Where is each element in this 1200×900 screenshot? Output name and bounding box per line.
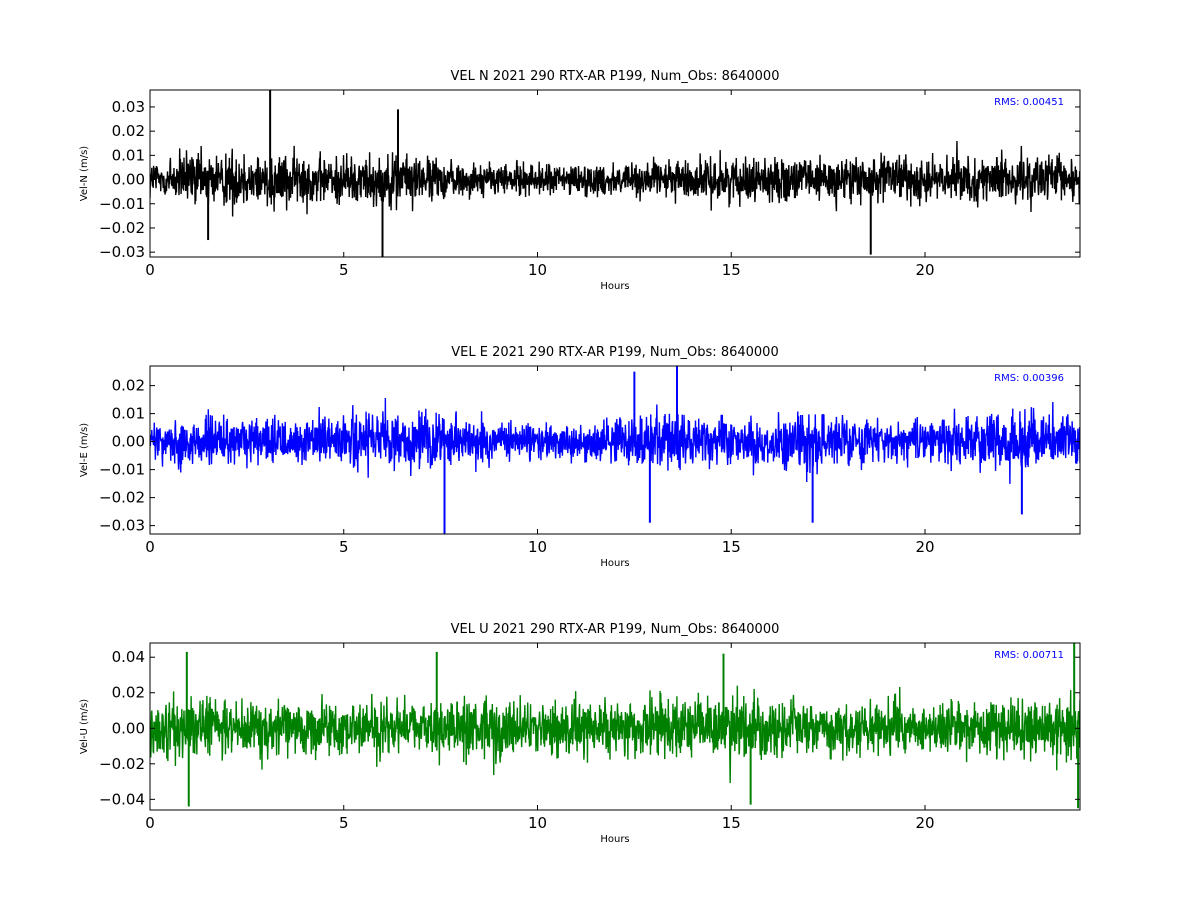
x-tick-label: 10 <box>528 261 547 279</box>
rms-annotation: RMS: 0.00711 <box>994 650 1064 661</box>
y-tick-label: 0.02 <box>112 684 145 702</box>
x-axis-label: Hours <box>600 834 629 845</box>
y-axis-label: Vel-N (m/s) <box>79 146 90 201</box>
y-tick-label: 0.01 <box>112 405 145 423</box>
chart-title: VEL E 2021 290 RTX-AR P199, Num_Obs: 864… <box>451 345 778 360</box>
panel-vel-u: 0 5 10 15 20 −0.04 −0.02 0.00 0.02 0.04 VEL U 2021… <box>79 622 1081 845</box>
y-axis-label: Vel-U (m/s) <box>79 699 90 754</box>
y-tick-label: −0.01 <box>99 195 145 213</box>
y-tick-label: −0.03 <box>99 517 145 535</box>
x-tick-label: 15 <box>722 814 741 832</box>
y-tick-label: −0.02 <box>99 489 145 507</box>
y-tick-label: −0.04 <box>99 790 145 808</box>
y-axis-label: Vel-E (m/s) <box>79 423 90 477</box>
x-tick-label: 0 <box>145 814 155 832</box>
x-tick-label: 15 <box>722 261 741 279</box>
y-tick-label: 0.01 <box>112 146 145 164</box>
rms-annotation: RMS: 0.00396 <box>994 373 1064 384</box>
x-tick-label: 5 <box>339 814 349 832</box>
x-tick-label: 15 <box>722 538 741 556</box>
y-tick-label: −0.01 <box>99 461 145 479</box>
rms-annotation: RMS: 0.00451 <box>994 97 1064 108</box>
y-tick-label: 0.04 <box>112 648 145 666</box>
y-tick-label: 0.00 <box>112 433 145 451</box>
x-tick-label: 10 <box>528 538 547 556</box>
x-tick-label: 5 <box>339 538 349 556</box>
x-tick-label: 10 <box>528 814 547 832</box>
panel-vel-n: 0 5 10 15 20 −0.03 −0.02 −0.01 0.00 0.01 0.02 0.03 V… <box>79 69 1081 292</box>
x-tick-label: 0 <box>145 538 155 556</box>
y-tick-label: 0.00 <box>112 171 145 189</box>
x-axis-label: Hours <box>600 558 629 569</box>
axes-frame <box>149 89 1081 258</box>
y-tick-label: 0.02 <box>112 122 145 140</box>
chart-title: VEL N 2021 290 RTX-AR P199, Num_Obs: 864… <box>451 69 780 84</box>
x-tick-label: 5 <box>339 261 349 279</box>
x-tick-label: 0 <box>145 261 155 279</box>
x-axis-label: Hours <box>600 281 629 292</box>
series-line-vel-n <box>150 140 1080 217</box>
panel-vel-e: 0 5 10 15 20 −0.03 −0.02 −0.01 0.00 0.01 0.02 VEL E… <box>79 345 1081 569</box>
y-tick-label: −0.02 <box>99 219 145 237</box>
axes-frame <box>149 365 1081 535</box>
chart-title: VEL U 2021 290 RTX-AR P199, Num_Obs: 864… <box>451 622 780 637</box>
y-tick-label: 0.03 <box>112 98 145 116</box>
series-line-vel-e <box>150 398 1080 484</box>
series-line-vel-u <box>150 685 1080 783</box>
x-tick-label: 20 <box>915 538 934 556</box>
y-tick-label: 0.02 <box>112 377 145 395</box>
y-tick-label: −0.02 <box>99 755 145 773</box>
x-tick-label: 20 <box>915 814 934 832</box>
y-tick-label: −0.03 <box>99 243 145 261</box>
y-tick-label: 0.00 <box>112 719 145 737</box>
axes-frame <box>149 642 1081 811</box>
x-tick-label: 20 <box>915 261 934 279</box>
